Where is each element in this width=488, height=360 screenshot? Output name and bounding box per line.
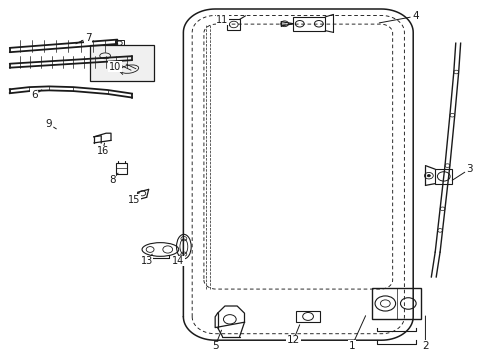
Bar <box>116 163 127 174</box>
Text: 9: 9 <box>45 119 52 129</box>
Circle shape <box>427 175 429 177</box>
Text: 8: 8 <box>109 175 116 185</box>
Text: 1: 1 <box>348 341 355 351</box>
Text: 7: 7 <box>84 33 91 43</box>
Bar <box>293 17 325 31</box>
Bar <box>115 40 123 46</box>
Text: 4: 4 <box>411 11 418 21</box>
Text: 5: 5 <box>211 341 218 351</box>
Bar <box>371 288 420 319</box>
Text: 2: 2 <box>421 341 428 351</box>
Text: 12: 12 <box>286 335 300 345</box>
Text: 16: 16 <box>96 146 109 156</box>
Text: 10: 10 <box>108 62 121 72</box>
Text: 11: 11 <box>216 15 228 25</box>
Bar <box>227 19 239 30</box>
Bar <box>90 45 154 81</box>
Text: 15: 15 <box>128 195 141 205</box>
Bar <box>295 311 320 322</box>
Text: 13: 13 <box>140 256 153 266</box>
Bar <box>434 169 451 184</box>
Text: 14: 14 <box>172 256 184 266</box>
Text: 6: 6 <box>31 90 38 100</box>
Text: 3: 3 <box>465 164 472 174</box>
